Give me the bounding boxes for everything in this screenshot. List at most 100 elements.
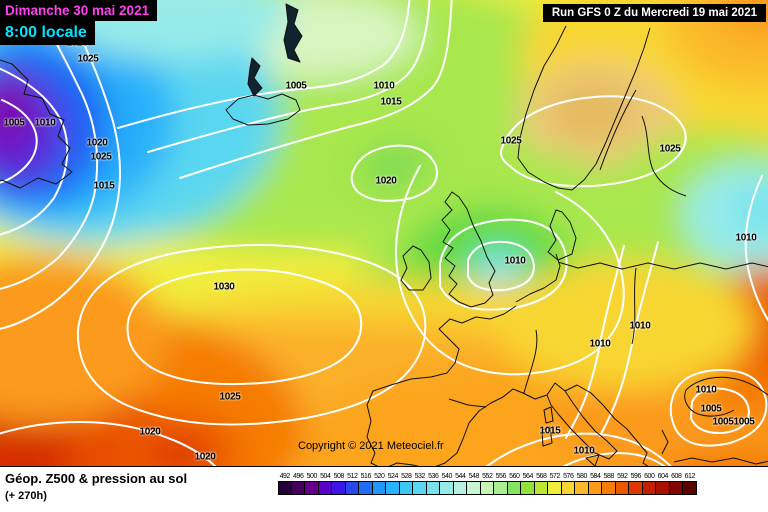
legend-cell: 500 [304,472,319,495]
legend-cell: 528 [398,472,413,495]
legend-swatch [682,481,697,495]
legend-swatch [425,481,440,495]
legend-swatch [398,481,413,495]
model-run-label: Run GFS 0 Z du Mercredi 19 mai 2021 [542,4,766,22]
legend-value: 512 [347,473,358,480]
forecast-date-label: Dimanche 30 mai 2021 [0,0,158,21]
legend-value: 516 [360,473,372,480]
legend-cell: 508 [331,472,346,495]
legend-cell: 548 [466,472,481,495]
legend-value: 528 [401,473,412,480]
legend-cell: 496 [290,472,305,495]
legend-cell: 520 [371,472,386,495]
legend-cell: 524 [385,472,400,495]
legend-value: 580 [576,473,588,480]
legend-swatch [655,481,670,495]
legend-value: 592 [617,473,628,480]
legend-value: 588 [603,473,615,480]
forecast-hour-label: (+ 270h) [5,490,47,502]
legend-value: 604 [657,473,669,480]
legend-value: 524 [387,473,399,480]
legend-cell: 596 [628,472,643,495]
legend-cell: 536 [425,472,440,495]
legend-swatch [506,481,521,495]
map-canvas [0,0,768,466]
legend-cell: 540 [439,472,454,495]
legend-swatch [641,481,656,495]
legend-swatch [466,481,481,495]
forecast-time-label: 8:00 locale [0,21,95,45]
legend-swatch [587,481,602,495]
legend-value: 568 [536,473,547,480]
legend-value: 576 [563,473,574,480]
legend-swatch [574,481,589,495]
legend-value: 608 [671,473,682,480]
legend-cell: 608 [668,472,683,495]
legend-value: 548 [468,473,480,480]
legend-value: 572 [549,473,561,480]
geopotential-color-field [0,0,768,466]
legend-swatch [278,481,292,495]
legend-cell: 492 [278,472,292,495]
legend-cell: 544 [452,472,467,495]
legend-swatch [439,481,454,495]
datetime-overlay: Dimanche 30 mai 2021 8:00 locale [0,0,158,45]
legend-swatch [304,481,319,495]
legend-value: 560 [509,473,520,480]
legend-value: 496 [293,473,304,480]
legend-value: 612 [684,473,696,480]
legend-swatch [493,481,508,495]
legend: 492 496 500 504 508 512 516 520 524 528 532 536 540 5… [278,472,697,495]
legend-value: 504 [320,473,331,480]
legend-value: 552 [482,473,493,480]
legend-swatch [601,481,616,495]
legend-swatch [479,481,494,495]
legend-swatch [520,481,535,495]
legend-swatch [533,481,548,495]
legend-value: 596 [630,473,642,480]
legend-value: 500 [306,473,318,480]
legend-value: 540 [441,473,453,480]
legend-cell: 512 [344,472,359,495]
legend-value: 532 [414,473,426,480]
legend-value: 600 [644,473,655,480]
legend-swatch [371,481,386,495]
copyright-text: Copyright © 2021 Meteociel.fr [298,440,444,452]
legend-value: 508 [333,473,345,480]
legend-cell: 572 [547,472,562,495]
legend-cell: 604 [655,472,670,495]
legend-swatch [358,481,373,495]
legend-swatch [317,481,332,495]
legend-cell: 532 [412,472,427,495]
map-title: Géop. Z500 & pression au sol [5,471,188,486]
legend-value: 584 [590,473,601,480]
legend-cell: 592 [614,472,629,495]
legend-swatch [331,481,346,495]
legend-value: 520 [374,473,385,480]
legend-swatch [385,481,400,495]
legend-value: 556 [495,473,507,480]
legend-swatch [628,481,643,495]
legend-cell: 560 [506,472,521,495]
isobar-lines [0,0,768,466]
legend-swatch [290,481,305,495]
legend-cell: 568 [533,472,548,495]
legend-cell: 576 [560,472,575,495]
legend-cell: 516 [358,472,373,495]
legend-cell: 588 [601,472,616,495]
footer-bar: Géop. Z500 & pression au sol (+ 270h) 49… [0,466,768,512]
legend-swatch [452,481,467,495]
legend-cell: 580 [574,472,589,495]
legend-value: 564 [522,473,534,480]
legend-cell: 612 [682,472,697,495]
coastlines [0,3,768,466]
legend-cell: 584 [587,472,602,495]
legend-cell: 600 [641,472,656,495]
legend-cell: 556 [493,472,508,495]
legend-swatch [412,481,427,495]
legend-value: 492 [279,473,291,480]
legend-cell: 564 [520,472,535,495]
legend-cell: 552 [479,472,494,495]
legend-swatch [668,481,683,495]
